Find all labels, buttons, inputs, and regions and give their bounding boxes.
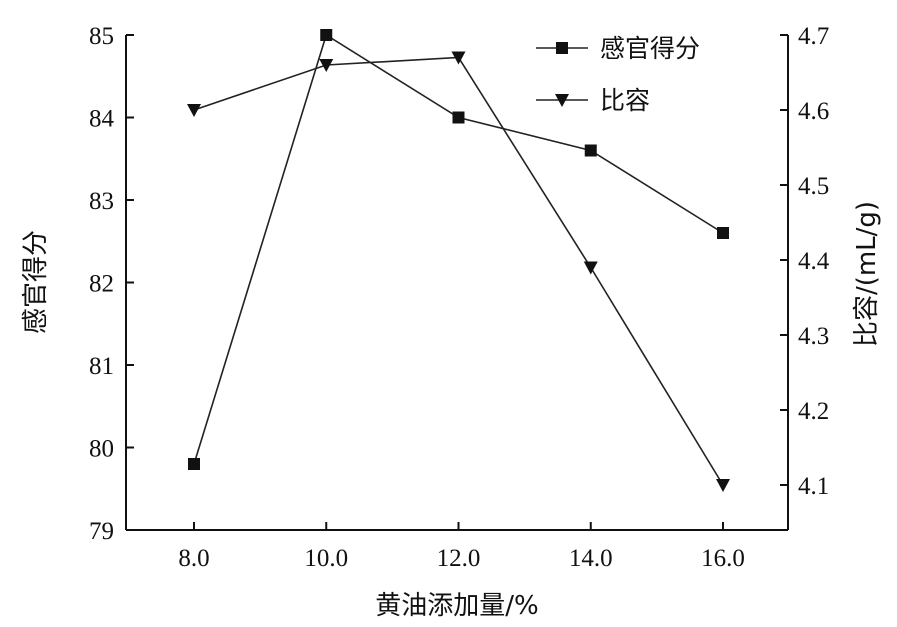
right-y-axis-title: 比容/(mL/g) [852, 201, 882, 347]
x-axis-title: 黄油添加量/% [375, 591, 538, 621]
left-tick-label: 84 [89, 106, 115, 133]
x-tick-label: 10.0 [304, 545, 348, 572]
right-y-ticks: 4.1 4.2 4.3 4.4 4.5 4.6 4.7 [780, 23, 830, 500]
data-point-sensory-score [452, 111, 465, 124]
left-y-axis-title: 感官得分 [21, 230, 51, 334]
x-tick-label: 8.0 [178, 545, 209, 572]
right-tick-label: 4.7 [798, 23, 829, 50]
legend-triangle-marker [555, 94, 569, 107]
left-tick-label: 79 [89, 518, 114, 545]
legend-item-sensory-score: 感官得分 [536, 34, 700, 63]
x-tick-label: 12.0 [437, 545, 481, 572]
legend: 感官得分 比容 [530, 28, 765, 120]
right-tick-label: 4.3 [798, 323, 829, 350]
legend-background [530, 28, 765, 120]
data-point-specific-volume [583, 261, 598, 275]
left-y-ticks: 79 80 81 82 83 84 85 [89, 23, 134, 545]
right-tick-label: 4.6 [798, 98, 829, 125]
data-point-specific-volume [187, 104, 201, 117]
data-point-sensory-score [584, 144, 597, 157]
right-tick-label: 4.1 [798, 473, 829, 500]
left-tick-label: 81 [89, 353, 114, 380]
x-tick-label: 16.0 [701, 545, 745, 572]
left-tick-label: 82 [89, 271, 114, 298]
data-point-sensory-score [320, 29, 333, 41]
left-tick-label: 83 [89, 188, 114, 215]
data-point-specific-volume [319, 59, 334, 72]
right-tick-label: 4.2 [798, 398, 829, 425]
right-tick-label: 4.5 [798, 173, 829, 200]
data-point-specific-volume [716, 479, 730, 492]
data-point-sensory-score [188, 458, 200, 470]
legend-square-marker [556, 42, 568, 54]
left-tick-label: 85 [89, 23, 114, 50]
x-tick-label: 14.0 [569, 545, 613, 572]
legend-label-sensory-score: 感官得分 [600, 34, 700, 63]
x-ticks: 8.0 10.0 12.0 14.0 16.0 [178, 522, 745, 572]
legend-label-specific-volume: 比容 [600, 86, 650, 115]
left-tick-label: 80 [89, 436, 114, 463]
right-tick-label: 4.4 [798, 248, 830, 275]
data-point-specific-volume [451, 51, 466, 65]
legend-item-specific-volume: 比容 [536, 86, 650, 115]
data-point-sensory-score [717, 227, 729, 239]
series-layer [187, 29, 730, 492]
